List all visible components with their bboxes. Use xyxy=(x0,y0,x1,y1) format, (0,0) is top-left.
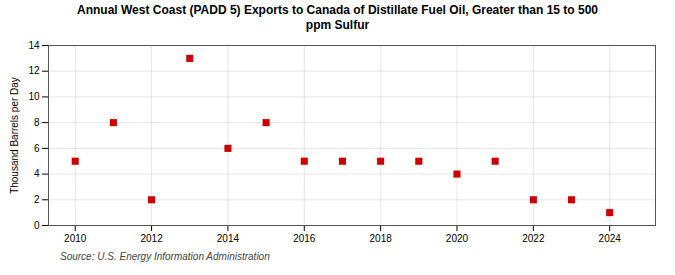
html-text:Annual West Coast (PADD 5) Exp: Annual West Coast (PADD 5) Exports to Ca… xyxy=(77,3,598,32)
svg-text:12: 12 xyxy=(28,65,40,76)
svg-text:2010: 2010 xyxy=(64,233,87,244)
svg-text:14: 14 xyxy=(28,40,40,51)
svg-text:6: 6 xyxy=(34,143,40,154)
svg-text:2018: 2018 xyxy=(370,233,393,244)
svg-text:2022: 2022 xyxy=(522,233,545,244)
svg-text:2020: 2020 xyxy=(446,233,469,244)
svg-text:0: 0 xyxy=(34,220,40,231)
svg-text:2012: 2012 xyxy=(140,233,163,244)
svg-text:10: 10 xyxy=(28,91,40,102)
svg-text:8: 8 xyxy=(34,117,40,128)
svg-text:2014: 2014 xyxy=(217,233,240,244)
svg-text:2016: 2016 xyxy=(293,233,316,244)
svg-text:Thousand Barrels per Day: Thousand Barrels per Day xyxy=(9,77,20,194)
svg-text:2: 2 xyxy=(34,194,40,205)
svg-text:4: 4 xyxy=(34,168,40,179)
svg-text:2024: 2024 xyxy=(599,233,622,244)
html-text:Source: U.S. Energy Informatio: Source: U.S. Energy Information Administ… xyxy=(60,251,270,262)
